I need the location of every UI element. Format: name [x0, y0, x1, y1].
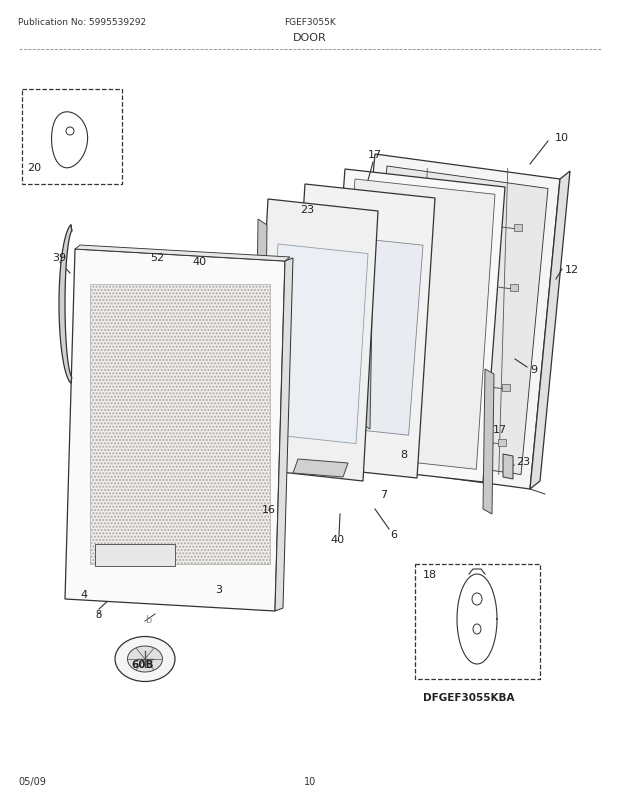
Text: 20: 20 [27, 163, 41, 172]
Text: DFGEF3055KBA: DFGEF3055KBA [423, 692, 515, 702]
Bar [510, 285, 518, 292]
Polygon shape [297, 215, 305, 255]
Text: 10: 10 [555, 133, 569, 143]
Text: 8: 8 [95, 610, 101, 619]
Text: 10: 10 [304, 776, 316, 786]
Text: 52: 52 [150, 253, 164, 263]
Polygon shape [253, 200, 378, 481]
Polygon shape [360, 167, 548, 475]
Bar [95, 545, 175, 566]
Polygon shape [75, 245, 290, 261]
Ellipse shape [472, 593, 482, 606]
Polygon shape [483, 370, 494, 514]
Text: 17: 17 [493, 424, 507, 435]
Polygon shape [530, 172, 570, 489]
Text: 6: 6 [390, 529, 397, 539]
Text: 4: 4 [80, 589, 87, 599]
Polygon shape [323, 170, 505, 482]
Text: 23: 23 [300, 205, 314, 215]
Text: 18: 18 [423, 569, 437, 579]
Text: 9: 9 [530, 365, 537, 375]
Text: 8: 8 [400, 449, 407, 460]
FancyBboxPatch shape [90, 285, 270, 565]
Ellipse shape [115, 637, 175, 682]
Text: 7: 7 [380, 489, 387, 500]
Text: 05/09: 05/09 [18, 776, 46, 786]
Text: 39: 39 [52, 253, 66, 263]
Polygon shape [345, 155, 560, 489]
Polygon shape [303, 235, 423, 435]
Polygon shape [293, 460, 348, 477]
Text: b: b [145, 614, 151, 624]
Text: 17: 17 [368, 150, 382, 160]
Text: 40: 40 [192, 257, 206, 267]
Text: 40: 40 [330, 534, 344, 545]
Text: 3: 3 [215, 585, 222, 594]
Ellipse shape [66, 128, 74, 136]
Text: FGEF3055K: FGEF3055K [284, 18, 336, 27]
Text: 12: 12 [565, 265, 579, 274]
Text: DOOR: DOOR [293, 33, 327, 43]
Text: b: b [95, 610, 101, 619]
Text: 23: 23 [516, 456, 530, 467]
Ellipse shape [128, 646, 162, 672]
Text: 60B: 60B [131, 659, 154, 669]
Polygon shape [362, 245, 373, 429]
Text: 16: 16 [262, 504, 276, 514]
Polygon shape [287, 184, 435, 479]
Bar [498, 439, 506, 447]
Polygon shape [503, 455, 513, 480]
Polygon shape [59, 225, 72, 383]
Polygon shape [65, 249, 285, 611]
Bar [22, 90, 122, 184]
Polygon shape [336, 180, 495, 470]
Bar [502, 384, 510, 391]
Bar [514, 225, 522, 232]
Polygon shape [275, 259, 293, 611]
Bar [415, 565, 540, 679]
Ellipse shape [473, 624, 481, 634]
Polygon shape [266, 245, 368, 444]
Text: Publication No: 5995539292: Publication No: 5995539292 [18, 18, 146, 27]
Polygon shape [255, 220, 267, 456]
